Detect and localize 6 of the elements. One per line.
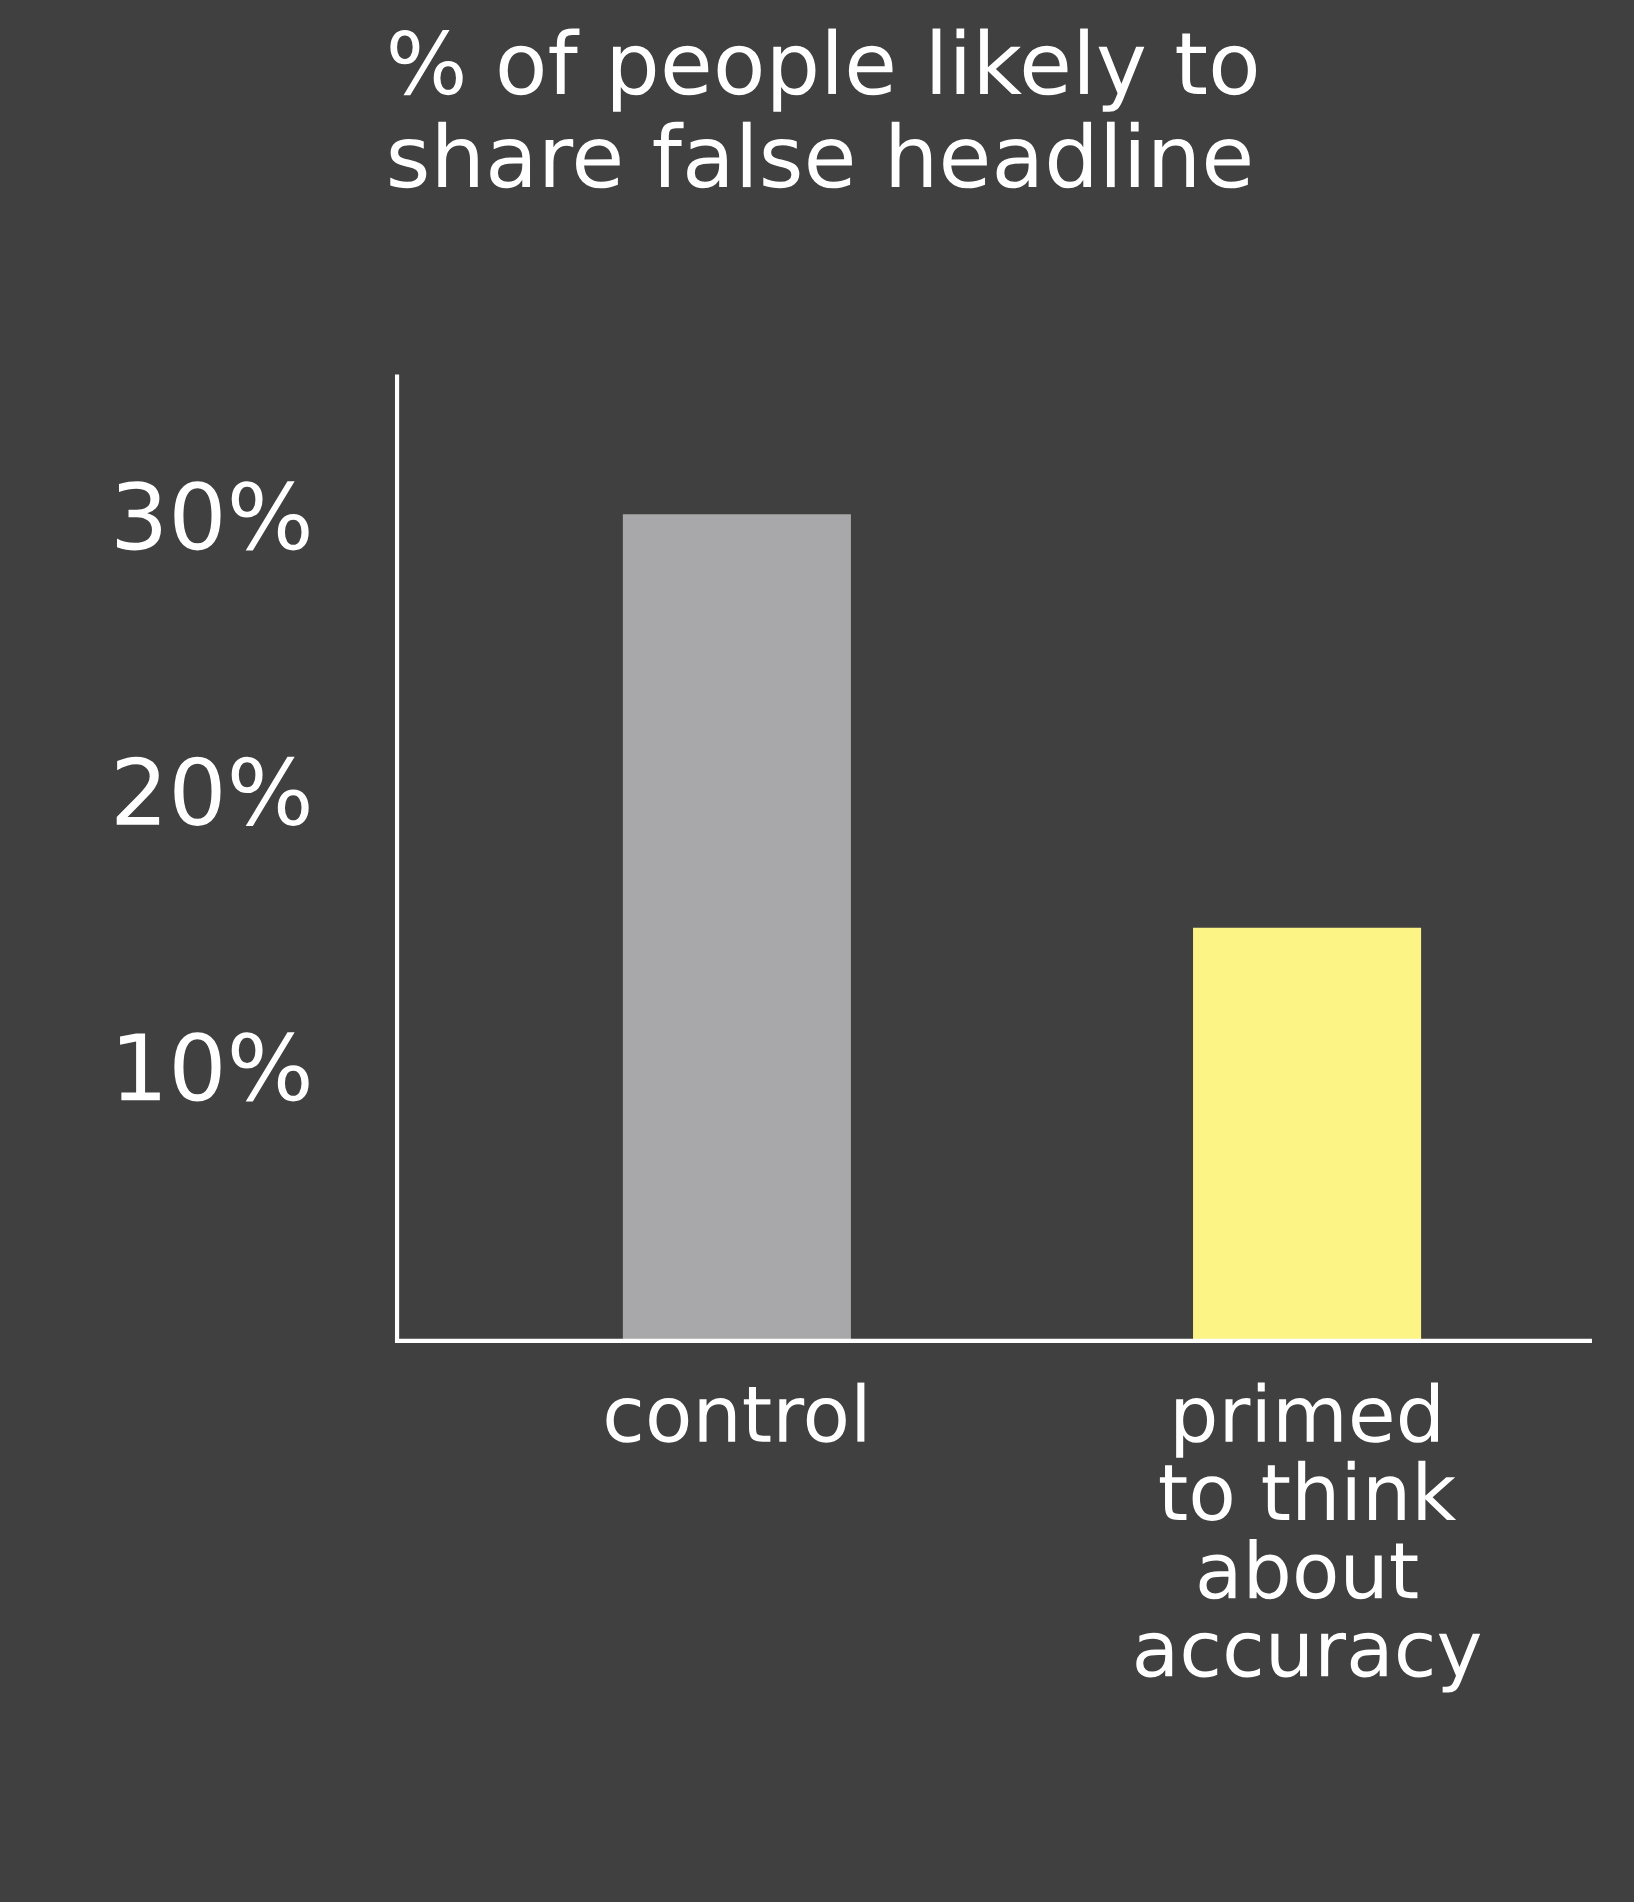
y-tick-label: 20% <box>116 756 309 826</box>
chart-title: % of people likely to share false headline <box>390 28 1257 189</box>
y-tick-label: 30% <box>116 481 309 551</box>
x-tick-label: control <box>606 1382 865 1443</box>
y-tick-label: 10% <box>120 1032 309 1102</box>
x-tick-label: primed to think about accuracy <box>1136 1382 1481 1693</box>
